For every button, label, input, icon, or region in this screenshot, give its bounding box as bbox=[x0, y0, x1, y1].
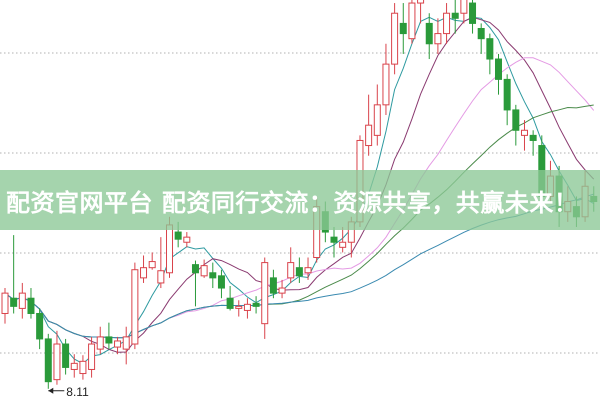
candle-up bbox=[408, 2, 416, 40]
candle-down bbox=[252, 302, 260, 307]
candle-up bbox=[243, 303, 251, 311]
candle-up bbox=[53, 343, 61, 381]
candle-up bbox=[18, 292, 26, 309]
watermark-banner: 配资官网平台 配资同行交流：资源共享，共赢未来！ bbox=[0, 170, 600, 230]
candle-down bbox=[503, 78, 511, 111]
candle-down bbox=[191, 264, 199, 274]
candle-down bbox=[27, 297, 35, 314]
candle-down bbox=[217, 275, 225, 289]
candle-up bbox=[70, 362, 78, 370]
candle-down bbox=[477, 27, 485, 40]
candle-up bbox=[443, 12, 451, 35]
candle-down bbox=[10, 297, 18, 307]
candle-down bbox=[529, 134, 537, 141]
candle-down bbox=[36, 312, 44, 340]
candle-up bbox=[157, 270, 165, 284]
candle-down bbox=[209, 272, 217, 279]
candle-up bbox=[287, 262, 295, 279]
candle-up bbox=[434, 33, 442, 45]
candle-down bbox=[269, 277, 277, 294]
candle-up bbox=[460, 0, 468, 14]
candle-up bbox=[200, 265, 208, 277]
candle-up bbox=[114, 340, 122, 348]
candle-down bbox=[399, 22, 407, 35]
candle-up bbox=[304, 267, 312, 274]
candle-down bbox=[469, 2, 477, 24]
candle-up bbox=[1, 292, 9, 314]
candle-up bbox=[79, 360, 87, 375]
candle-down bbox=[495, 58, 503, 80]
candle-down bbox=[512, 109, 520, 131]
candle-up bbox=[183, 236, 191, 243]
candle-up bbox=[382, 63, 390, 106]
candle-down bbox=[62, 343, 70, 368]
low-price-label: 8.11 bbox=[66, 385, 89, 399]
candle-up bbox=[261, 262, 269, 325]
candle-down bbox=[174, 231, 182, 240]
candle-down bbox=[486, 38, 494, 60]
candle-up bbox=[131, 269, 139, 345]
candle-up bbox=[278, 287, 286, 294]
candle-up bbox=[339, 241, 347, 248]
candle-up bbox=[122, 336, 130, 350]
candle-down bbox=[330, 236, 338, 243]
candle-up bbox=[373, 104, 381, 136]
candle-up bbox=[365, 124, 373, 147]
candle-down bbox=[425, 22, 433, 45]
candle-up bbox=[391, 12, 399, 65]
banner-text: 配资官网平台 配资同行交流：资源共享，共赢未来！ bbox=[6, 188, 579, 217]
candle-up bbox=[148, 261, 156, 269]
candle-up bbox=[166, 224, 174, 274]
low-arrow-head bbox=[48, 387, 54, 394]
candle-down bbox=[451, 12, 459, 19]
candle-down bbox=[44, 338, 52, 383]
candle-down bbox=[226, 297, 234, 309]
candle-up bbox=[96, 336, 104, 350]
candle-down bbox=[295, 267, 303, 277]
candle-up bbox=[235, 305, 243, 309]
candle-up bbox=[417, 0, 425, 4]
candle-up bbox=[140, 267, 148, 279]
candle-up bbox=[520, 129, 528, 136]
candle-up bbox=[88, 343, 96, 370]
candle-down bbox=[105, 336, 113, 344]
